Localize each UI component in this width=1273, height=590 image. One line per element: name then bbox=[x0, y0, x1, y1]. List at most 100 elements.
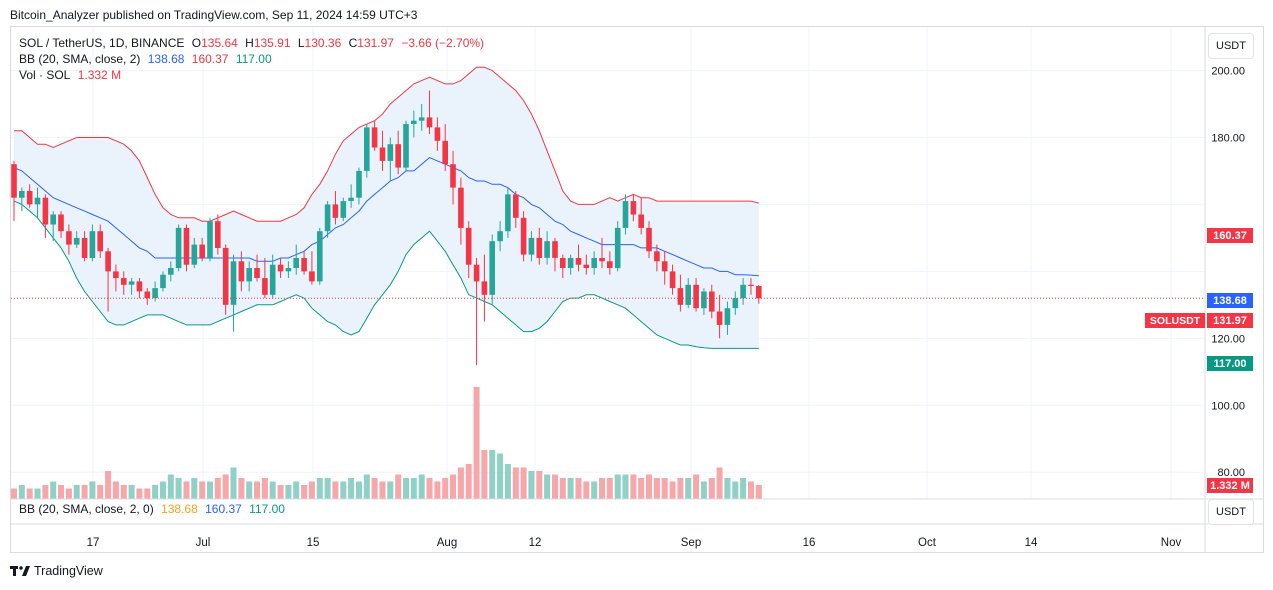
candle[interactable] bbox=[160, 271, 166, 292]
candle[interactable] bbox=[269, 254, 276, 299]
candle[interactable] bbox=[536, 227, 543, 265]
candle[interactable] bbox=[356, 167, 362, 205]
candle[interactable] bbox=[136, 278, 143, 299]
candle[interactable] bbox=[567, 254, 574, 275]
candle[interactable] bbox=[724, 301, 731, 335]
footer-brand[interactable]: TradingView bbox=[34, 564, 103, 578]
candle[interactable] bbox=[324, 201, 331, 238]
candle[interactable] bbox=[716, 294, 723, 339]
candle[interactable] bbox=[450, 150, 456, 205]
candle[interactable] bbox=[246, 261, 252, 292]
candle[interactable] bbox=[732, 291, 739, 315]
candle[interactable] bbox=[552, 237, 558, 272]
candle[interactable] bbox=[81, 231, 88, 262]
candle[interactable] bbox=[575, 244, 582, 272]
candle[interactable] bbox=[309, 251, 315, 285]
candle[interactable] bbox=[434, 117, 441, 151]
candle[interactable] bbox=[113, 264, 119, 292]
candle[interactable] bbox=[285, 261, 292, 279]
candle[interactable] bbox=[144, 288, 151, 305]
lower-bb-label[interactable]: BB (20, SMA, close, 2, 0) bbox=[19, 502, 154, 516]
candle[interactable] bbox=[168, 261, 174, 282]
bb-label[interactable]: BB (20, SMA, close, 2) bbox=[19, 52, 141, 66]
candle[interactable] bbox=[105, 247, 111, 312]
candle[interactable] bbox=[262, 257, 268, 299]
candle[interactable] bbox=[583, 254, 590, 275]
candle[interactable] bbox=[89, 224, 96, 262]
candle[interactable] bbox=[465, 221, 472, 279]
candle[interactable] bbox=[473, 257, 480, 366]
candle[interactable] bbox=[418, 103, 425, 131]
candle[interactable] bbox=[513, 191, 519, 228]
candle[interactable] bbox=[661, 251, 668, 285]
candle[interactable] bbox=[332, 191, 339, 225]
candle[interactable] bbox=[481, 254, 488, 322]
candle[interactable] bbox=[277, 257, 284, 279]
candle[interactable] bbox=[748, 278, 754, 295]
candle[interactable] bbox=[238, 251, 245, 292]
candle[interactable] bbox=[11, 160, 17, 222]
candle[interactable] bbox=[607, 251, 613, 275]
candle[interactable] bbox=[379, 130, 386, 171]
candle[interactable] bbox=[50, 211, 56, 242]
candle[interactable] bbox=[591, 251, 597, 275]
candle[interactable] bbox=[544, 231, 550, 265]
symbol-label[interactable]: SOL / TetherUS, 1D, BINANCE bbox=[19, 36, 185, 50]
candle[interactable] bbox=[26, 184, 33, 208]
currency-button-top[interactable]: USDT bbox=[1208, 33, 1254, 59]
candle[interactable] bbox=[458, 177, 464, 245]
candle[interactable] bbox=[442, 124, 448, 171]
candle[interactable] bbox=[364, 124, 370, 178]
candle[interactable] bbox=[505, 187, 511, 238]
candle[interactable] bbox=[183, 224, 190, 272]
candle[interactable] bbox=[42, 194, 49, 238]
candle[interactable] bbox=[411, 110, 417, 138]
candle[interactable] bbox=[701, 288, 707, 315]
candle[interactable] bbox=[19, 187, 25, 212]
candle[interactable] bbox=[293, 244, 299, 275]
candle[interactable] bbox=[560, 254, 566, 279]
candle[interactable] bbox=[222, 244, 229, 315]
candle[interactable] bbox=[756, 285, 762, 304]
currency-button-bottom[interactable]: USDT bbox=[1208, 499, 1254, 525]
candle[interactable] bbox=[73, 231, 80, 248]
candle[interactable] bbox=[685, 278, 691, 309]
candle[interactable] bbox=[614, 221, 621, 272]
candle[interactable] bbox=[207, 217, 213, 262]
candle[interactable] bbox=[497, 221, 503, 252]
candle[interactable] bbox=[709, 284, 715, 319]
candle[interactable] bbox=[199, 237, 205, 262]
vol-label[interactable]: Vol · SOL bbox=[19, 68, 71, 82]
candle[interactable] bbox=[395, 130, 401, 175]
candle[interactable] bbox=[175, 224, 182, 272]
candle[interactable] bbox=[230, 254, 237, 332]
candle[interactable] bbox=[58, 211, 64, 238]
candle[interactable] bbox=[317, 227, 323, 285]
candle[interactable] bbox=[528, 231, 535, 262]
candle[interactable] bbox=[646, 221, 652, 258]
candle[interactable] bbox=[599, 237, 605, 269]
candle[interactable] bbox=[669, 264, 676, 295]
candle[interactable] bbox=[387, 137, 394, 181]
candle[interactable] bbox=[348, 184, 354, 208]
candle[interactable] bbox=[740, 278, 746, 305]
candle[interactable] bbox=[340, 197, 347, 222]
candle[interactable] bbox=[520, 211, 527, 262]
candle[interactable] bbox=[426, 90, 433, 135]
candle[interactable] bbox=[693, 278, 699, 312]
candle[interactable] bbox=[630, 194, 637, 222]
candle[interactable] bbox=[301, 251, 307, 275]
candle[interactable] bbox=[654, 244, 660, 272]
chart-canvas[interactable]: 200.00 180.00 120.00 100.00 80.00 160.37 138.… bbox=[11, 27, 1263, 552]
candle[interactable] bbox=[254, 254, 260, 282]
candle[interactable] bbox=[403, 120, 409, 171]
candle[interactable] bbox=[97, 224, 103, 258]
candle[interactable] bbox=[34, 187, 41, 218]
candle[interactable] bbox=[677, 274, 684, 312]
candle[interactable] bbox=[121, 271, 127, 295]
candle[interactable] bbox=[66, 224, 72, 255]
candle[interactable] bbox=[215, 214, 221, 255]
candle[interactable] bbox=[371, 120, 378, 151]
candle[interactable] bbox=[191, 237, 198, 269]
candle[interactable] bbox=[638, 197, 644, 235]
